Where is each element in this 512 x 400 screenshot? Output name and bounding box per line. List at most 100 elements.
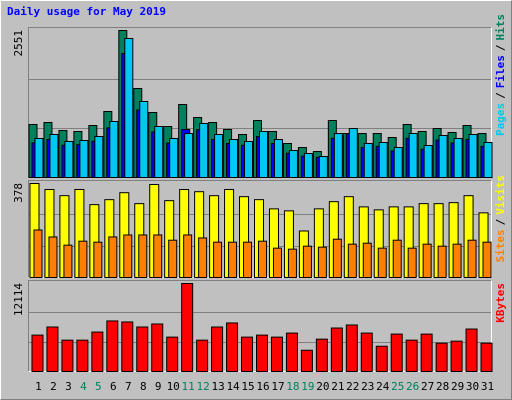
x-tick-label: 26 (406, 380, 419, 393)
legend-separator: / (494, 44, 507, 51)
bar (46, 326, 59, 372)
y-tick-label: 2551 (12, 30, 25, 57)
bar (168, 239, 178, 278)
bar (198, 237, 208, 278)
bar (76, 339, 89, 372)
bar (318, 156, 328, 178)
bar (34, 137, 44, 178)
bar (315, 338, 328, 373)
bar (392, 239, 402, 278)
bar (244, 140, 254, 178)
bar (435, 342, 448, 373)
x-tick-label: 7 (125, 380, 132, 393)
bar (452, 243, 462, 278)
x-tick-label: 8 (140, 380, 147, 393)
bar (124, 38, 134, 179)
bar (333, 133, 343, 178)
bar (151, 323, 164, 373)
bar (390, 333, 403, 373)
bar (393, 147, 403, 178)
bar (330, 327, 343, 373)
plot-bevel (28, 280, 492, 372)
bar (139, 100, 149, 178)
x-tick-label: 16 (256, 380, 269, 393)
bar (465, 328, 478, 373)
chart-title: Daily usage for May 2019 (7, 5, 166, 18)
bar (63, 244, 73, 278)
legend: Sites / Visits (494, 175, 507, 263)
bar (241, 336, 254, 372)
bar (109, 120, 119, 178)
bar (423, 145, 433, 178)
bar (61, 339, 74, 372)
legend-entry: KBytes (494, 283, 507, 323)
bar (302, 245, 312, 279)
bar (169, 137, 179, 178)
bar (437, 245, 447, 279)
bar (420, 333, 433, 373)
y-tick-label: 378 (12, 183, 25, 203)
bar (258, 240, 267, 278)
bar (199, 123, 209, 179)
x-tick-label: 31 (481, 380, 494, 393)
x-tick-label: 2 (50, 380, 57, 393)
bar (78, 240, 88, 278)
bar (94, 136, 104, 178)
legend-entry: Sites (494, 229, 507, 262)
x-tick-label: 3 (65, 380, 72, 393)
x-tick-label: 4 (80, 380, 87, 393)
x-tick-label: 29 (451, 380, 464, 393)
x-tick-label: 14 (226, 380, 240, 393)
bar (483, 142, 493, 179)
bar (153, 234, 163, 279)
bar (347, 243, 357, 278)
bar (79, 140, 89, 178)
bar (106, 320, 119, 372)
bar (407, 247, 417, 278)
bar (362, 242, 372, 278)
bar (64, 140, 74, 178)
bar (108, 236, 118, 278)
x-tick-label: 20 (316, 380, 329, 393)
x-tick-label: 5 (95, 380, 102, 393)
x-tick-label: 1 (35, 380, 42, 393)
bar (332, 238, 342, 278)
bar (287, 248, 297, 278)
plot-bevel (28, 180, 492, 278)
bar (49, 134, 59, 178)
x-tick-label: 27 (421, 380, 434, 393)
bar (183, 234, 193, 279)
x-tick-label: 19 (301, 380, 314, 393)
bar (408, 133, 418, 178)
x-tick-label: 23 (361, 380, 374, 393)
x-tick-label: 12 (197, 380, 210, 393)
bar (273, 139, 283, 178)
bar (300, 349, 313, 373)
bar (378, 142, 388, 179)
bar (184, 133, 194, 178)
bar (229, 139, 239, 178)
x-tick-label: 30 (466, 380, 479, 393)
bar (136, 326, 149, 372)
bar (213, 241, 223, 279)
bar (480, 342, 493, 373)
bar (467, 239, 477, 278)
bar (91, 331, 104, 372)
legend-entry: Visits (494, 175, 507, 215)
bar (121, 321, 134, 372)
bar (48, 236, 58, 278)
x-tick-label: 25 (391, 380, 404, 393)
x-tick-label: 24 (376, 380, 390, 393)
x-tick-label: 6 (110, 380, 117, 393)
x-tick-label: 10 (167, 380, 180, 393)
bar (196, 339, 209, 372)
x-tick-label: 22 (346, 380, 359, 393)
legend-separator: / (494, 92, 507, 99)
x-tick-label: 9 (155, 380, 162, 393)
bar (228, 241, 238, 279)
x-tick-label: 13 (211, 380, 224, 393)
bar (166, 336, 179, 372)
legend-separator: / (494, 218, 507, 225)
x-tick-label: 17 (271, 380, 284, 393)
